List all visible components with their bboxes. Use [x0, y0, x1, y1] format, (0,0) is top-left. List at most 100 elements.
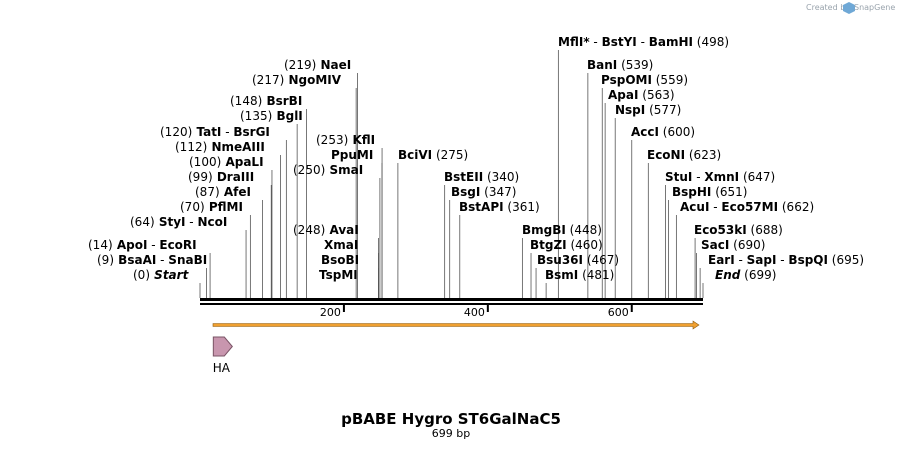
cut-site-label[interactable]: BmgBI (448) [522, 223, 602, 237]
enzyme-name: StyI [155, 215, 186, 229]
cut-site-label[interactable]: BstAPI (361) [459, 200, 540, 214]
cut-site-label[interactable]: PspOMI (559) [601, 73, 688, 87]
cut-position: (340) [483, 170, 519, 184]
enzyme-name: BamHI [649, 35, 693, 49]
snapgene-brand-text: SnapGene [854, 3, 895, 12]
cut-site-label[interactable]: MflI* - BstYI - BamHI (498) [558, 35, 729, 49]
cut-position: (9) [97, 253, 114, 267]
enzyme-name: BsrGI [233, 125, 270, 139]
credit-text: Created by [806, 3, 850, 12]
cut-position: (100) [189, 155, 221, 169]
cut-position: (112) [175, 140, 207, 154]
cut-site-label[interactable]: Eco53kI (688) [694, 223, 783, 237]
cut-site-label[interactable]: (135) BglI [240, 109, 303, 123]
cut-position: (148) [230, 94, 262, 108]
cut-position: - [709, 200, 721, 214]
cut-site-label[interactable]: End (699) [715, 268, 776, 282]
cut-site-label[interactable]: Bsu36I (467) [537, 253, 619, 267]
cut-position: (14) [88, 238, 113, 252]
enzyme-name: Bsu36I [537, 253, 583, 267]
cut-site-label[interactable]: StuI - XmnI (647) [665, 170, 775, 184]
cut-position: - [156, 253, 168, 267]
enzyme-name: TatI [192, 125, 221, 139]
cut-position: (70) [180, 200, 205, 214]
cut-site-label[interactable]: EarI - SapI - BspQI (695) [708, 253, 864, 267]
cut-site-label[interactable]: BsoBI [321, 253, 359, 267]
enzyme-name: BspQI [788, 253, 828, 267]
cut-site-label[interactable]: BsgI (347) [451, 185, 516, 199]
cut-site-label[interactable]: (219) NaeI [284, 58, 351, 72]
cut-position: (250) [293, 163, 325, 177]
cut-site-label[interactable]: (99) DraIII [188, 170, 254, 184]
enzyme-name: BspHI [672, 185, 711, 199]
ha-feature: HA [212, 336, 233, 375]
cut-site-label[interactable]: ApaI (563) [608, 88, 675, 102]
enzyme-name: NspI [615, 103, 645, 117]
cut-site-label[interactable]: (70) PflMI [180, 200, 243, 214]
cut-position: (662) [778, 200, 814, 214]
cut-site-label[interactable]: (9) BsaAI - SnaBI [97, 253, 207, 267]
cut-position: (253) [316, 133, 348, 147]
cut-position: (647) [739, 170, 775, 184]
enzyme-name: XmnI [704, 170, 739, 184]
enzyme-name: EcoNI [647, 148, 685, 162]
cut-site-label[interactable]: (120) TatI - BsrGI [160, 125, 270, 139]
enzyme-name: Eco57MI [721, 200, 778, 214]
cut-site-labels: (0) Start(9) BsaAI - SnaBI(14) ApoI - Ec… [88, 35, 864, 282]
cut-site-label[interactable]: (87) AfeI [195, 185, 251, 199]
cut-site-label[interactable]: (64) StyI - NcoI [130, 215, 227, 229]
orf-arrow [212, 320, 700, 330]
cut-site-label[interactable]: AccI (600) [631, 125, 695, 139]
cut-site-label[interactable]: XmaI [324, 238, 358, 252]
cut-position: - [221, 125, 233, 139]
enzyme-name: SapI [747, 253, 777, 267]
cut-site-label[interactable]: BstEII (340) [444, 170, 519, 184]
enzyme-name: SnaBI [168, 253, 207, 267]
cut-site-label[interactable]: BanI (539) [587, 58, 653, 72]
cut-site-label[interactable]: (0) Start [133, 268, 190, 282]
ruler-ticks: 200 400 600 [320, 305, 633, 319]
cut-site-label[interactable]: PpuMI [331, 148, 373, 162]
ha-tag-arrow[interactable] [212, 336, 233, 357]
cut-site-label[interactable]: BsmI (481) [545, 268, 614, 282]
cut-site-label[interactable]: BspHI (651) [672, 185, 747, 199]
cut-position: (498) [693, 35, 729, 49]
cut-position: (64) [130, 215, 155, 229]
enzyme-name: PspOMI [601, 73, 652, 87]
cut-site-label[interactable]: BciVI (275) [398, 148, 468, 162]
cut-site-label[interactable]: AcuI - Eco57MI (662) [680, 200, 814, 214]
cut-site-label[interactable]: SacI (690) [701, 238, 765, 252]
enzyme-name: NaeI [316, 58, 351, 72]
enzyme-name: BsgI [451, 185, 480, 199]
cut-position: (690) [729, 238, 765, 252]
enzyme-name: BmgBI [522, 223, 566, 237]
cut-position: - [776, 253, 788, 267]
enzyme-name: BglI [272, 109, 303, 123]
tick-label: 600 [608, 306, 629, 319]
enzyme-name: ApaI [608, 88, 638, 102]
cut-site-label[interactable]: (100) ApaLI [189, 155, 264, 169]
cut-site-label[interactable]: (14) ApoI - EcoRI [88, 238, 197, 252]
cut-site-label[interactable]: EcoNI (623) [647, 148, 721, 162]
enzyme-name: AcuI [680, 200, 709, 214]
cut-site-label[interactable]: TspMI [319, 268, 358, 282]
cut-site-label[interactable]: (148) BsrBI [230, 94, 302, 108]
cut-site-label[interactable]: NspI (577) [615, 103, 681, 117]
orf-arrow-shape[interactable] [212, 320, 700, 330]
ha-feature-label: HA [213, 361, 231, 375]
cut-site-label[interactable]: (250) SmaI [293, 163, 363, 177]
cut-position: (481) [578, 268, 614, 282]
cut-position: - [735, 253, 747, 267]
enzyme-name: EcoRI [159, 238, 196, 252]
cut-site-label[interactable]: (253) KflI [316, 133, 375, 147]
cut-site-label[interactable]: (112) NmeAIII [175, 140, 265, 154]
cut-position: (361) [504, 200, 540, 214]
enzyme-name: BstAPI [459, 200, 504, 214]
cut-site-label[interactable]: (217) NgoMIV [252, 73, 342, 87]
enzyme-name: BsmI [545, 268, 578, 282]
cut-position: (559) [652, 73, 688, 87]
cut-site-label[interactable]: BtgZI (460) [530, 238, 603, 252]
backbone-top-strand [200, 298, 703, 301]
cut-site-label[interactable]: (248) AvaI [293, 223, 359, 237]
dna-backbone [200, 298, 703, 305]
